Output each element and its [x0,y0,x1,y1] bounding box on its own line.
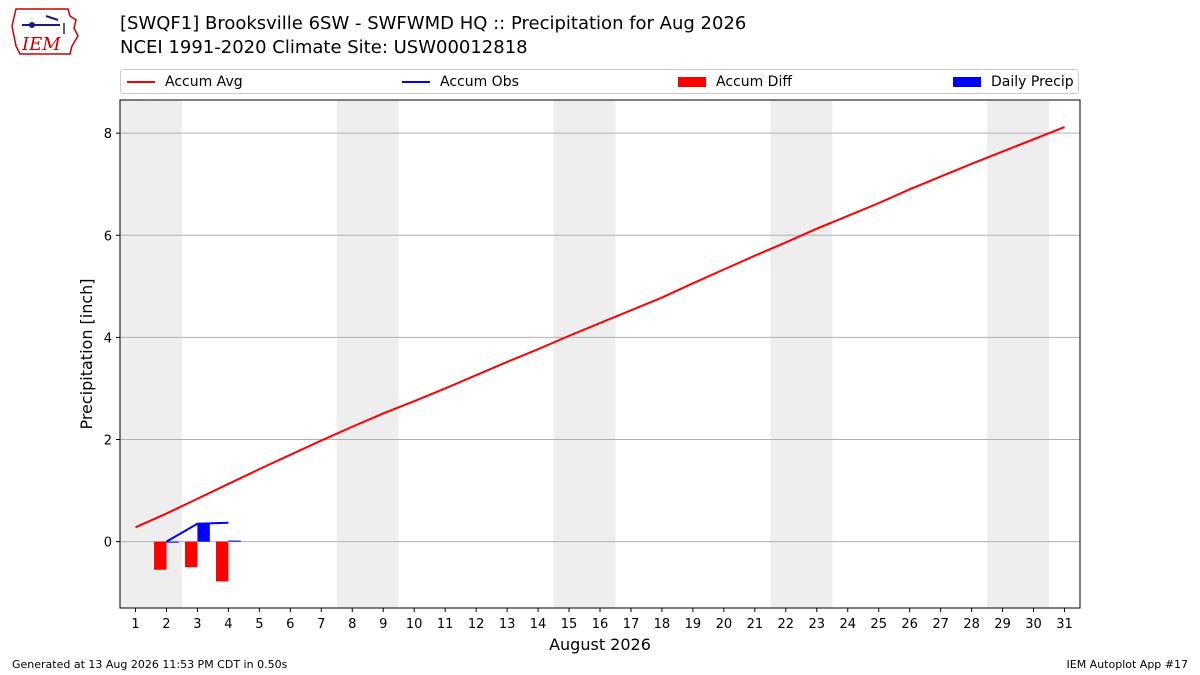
y-axis-label: Precipitation [inch] [77,278,96,429]
x-tick-label: 13 [499,617,516,632]
x-tick-label: 6 [286,617,294,632]
x-tick-label: 14 [530,617,547,632]
legend-label-accum-obs: Accum Obs [440,74,519,90]
x-tick-label: 19 [685,617,702,632]
x-tick-label: 27 [932,617,949,632]
x-tick-label: 18 [654,617,671,632]
y-tick-label: 8 [104,127,112,142]
x-tick-label: 26 [901,617,918,632]
x-tick-label: 8 [348,617,356,632]
bar-accum-diff [154,541,167,570]
legend-label-daily-precip: Daily Precip [991,74,1074,90]
x-tick-label: 5 [255,617,263,632]
legend-item-accum-obs: Accum Obs [402,73,519,91]
bar-accum-diff [185,541,198,568]
legend-swatch-accum-obs [402,81,430,83]
x-tick-label: 11 [437,617,454,632]
x-tick-label: 31 [1056,617,1073,632]
legend-item-accum-avg: Accum Avg [127,73,243,91]
x-tick-label: 24 [839,617,856,632]
x-tick-label: 21 [747,617,764,632]
x-tick-label: 4 [224,617,232,632]
y-tick-label: 2 [104,434,112,449]
x-tick-label: 2 [162,617,170,632]
legend-item-accum-diff: Accum Diff [678,73,792,91]
x-axis-label: August 2026 [549,635,651,654]
footer-generated-text: Generated at 13 Aug 2026 11:53 PM CDT in… [12,658,288,671]
weekend-band [553,100,616,608]
y-axis-ticks: 0 2 4 6 8 [104,127,120,551]
weekend-band [987,100,1050,608]
weekend-shading [120,100,1050,608]
legend-swatch-accum-diff [678,77,706,87]
x-tick-label: 9 [379,617,387,632]
x-tick-label: 16 [592,617,609,632]
chart-legend: Accum Avg Accum Obs Accum Diff Daily Pre… [120,69,1079,94]
x-axis-ticks: 1 2 3 4 5 6 7 8 9 10 11 12 13 14 15 16 17 18 19 20 21 22 23 24 2… [131,608,1073,632]
accum-avg-line [135,126,1065,529]
weekend-band [120,100,182,608]
gridlines [120,132,1080,543]
legend-label-accum-diff: Accum Diff [716,74,793,90]
x-tick-label: 23 [809,617,826,632]
bar-accum-diff [216,541,229,582]
weekend-band [336,100,399,608]
x-tick-label: 12 [468,617,485,632]
legend-swatch-daily-precip [953,77,981,87]
x-tick-label: 25 [870,617,887,632]
chart-title-line1: [SWQF1] Brooksville 6SW - SWFWMD HQ :: P… [120,13,747,34]
y-tick-label: 4 [104,331,112,346]
x-tick-label: 1 [131,617,139,632]
bar-daily-precip [166,541,179,543]
bar-daily-precip [197,523,210,542]
series-lines [135,126,1065,543]
accum-obs-line [165,521,229,543]
bar-daily-precip [228,540,241,542]
logo-text: IEM [22,34,61,55]
legend-swatch-accum-avg [127,81,155,83]
x-tick-label: 28 [963,617,980,632]
legend-label-accum-avg: Accum Avg [165,74,243,90]
x-tick-label: 30 [1025,617,1042,632]
x-tick-label: 22 [778,617,795,632]
x-tick-label: 3 [193,617,201,632]
weekend-band [770,100,833,608]
x-tick-label: 10 [406,617,423,632]
x-tick-label: 29 [994,617,1011,632]
bars [154,523,241,582]
x-tick-label: 20 [716,617,733,632]
x-tick-label: 17 [623,617,640,632]
iem-logo: IEM [8,6,80,58]
x-tick-label: 7 [317,617,325,632]
footer-app-text: IEM Autoplot App #17 [1066,658,1189,671]
x-tick-label: 15 [561,617,578,632]
chart-title-line2: NCEI 1991-2020 Climate Site: USW00012818 [120,37,528,58]
legend-item-daily-precip: Daily Precip [953,73,1074,91]
iem-logo-graphic [11,8,79,55]
y-tick-label: 6 [104,229,112,244]
y-tick-label: 0 [104,536,112,551]
